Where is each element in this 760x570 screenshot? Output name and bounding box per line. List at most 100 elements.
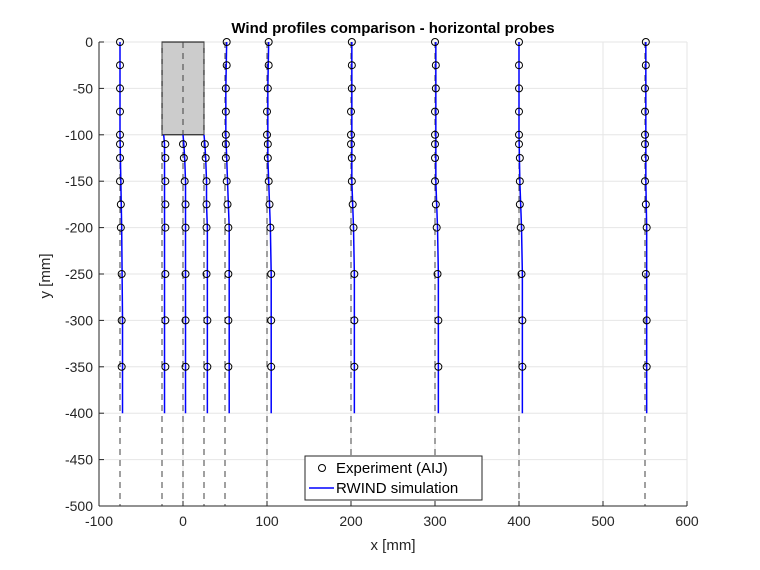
experiment-point xyxy=(431,38,439,46)
experiment-point xyxy=(263,84,272,93)
y-tick-label: -100 xyxy=(65,127,93,143)
y-tick-label: -200 xyxy=(65,220,93,236)
simulation-profile-line xyxy=(225,41,230,414)
experiment-point xyxy=(267,316,276,325)
y-tick-label: -150 xyxy=(65,173,93,189)
experiment-point xyxy=(267,270,276,278)
experiment-point xyxy=(116,107,124,116)
experiment-point xyxy=(161,362,170,371)
experiment-point xyxy=(221,130,230,139)
experiment-point xyxy=(116,140,124,149)
chart-title: Wind profiles comparison - horizontal pr… xyxy=(231,20,554,37)
experiment-point xyxy=(347,107,355,116)
y-tick-label: -250 xyxy=(65,266,93,282)
tick-labels: -100 0 100 200 300 400 500 600 0 -50 -100 -150 -200 -… xyxy=(65,34,699,529)
experiment-point xyxy=(641,154,649,162)
experiment-point xyxy=(641,270,650,278)
x-axis-label: x [mm] xyxy=(371,537,416,554)
experiment-point xyxy=(518,362,527,371)
experiment-point xyxy=(202,223,211,232)
experiment-point xyxy=(161,154,170,162)
experiment-point xyxy=(202,270,211,278)
experiment-point xyxy=(641,140,649,149)
legend-experiment-marker xyxy=(318,464,326,472)
experiment-point xyxy=(347,84,356,93)
experiment-point xyxy=(516,223,525,232)
experiment-point xyxy=(202,200,211,209)
experiment-point xyxy=(349,223,358,232)
legend-box xyxy=(304,455,483,501)
experiment-point xyxy=(431,107,439,116)
y-tick-label: -500 xyxy=(65,498,93,514)
experiment-point xyxy=(161,200,170,209)
y-tick-label: -50 xyxy=(73,80,93,96)
experiment-point xyxy=(161,177,170,186)
y-tick-label: -450 xyxy=(65,452,93,468)
experiment-point xyxy=(161,140,170,149)
experiment-point xyxy=(347,154,356,162)
experiment-point xyxy=(347,130,355,139)
experiment-point xyxy=(515,84,523,93)
x-tick-label: 600 xyxy=(675,513,699,529)
experiment-point xyxy=(642,223,651,232)
y-axis-label: y [mm] xyxy=(37,254,54,299)
experiment-point xyxy=(116,130,124,139)
simulation-profile-line xyxy=(351,42,356,414)
x-tick-label: 0 xyxy=(179,513,187,529)
experiment-point xyxy=(641,38,650,46)
experiment-point xyxy=(224,270,233,278)
experiment-point xyxy=(263,107,271,116)
experiment-point xyxy=(221,154,230,162)
experiment-point xyxy=(221,140,230,149)
experiment-point xyxy=(161,316,170,325)
experiment-point xyxy=(117,362,126,371)
experiment-point xyxy=(117,316,126,325)
experiment-point xyxy=(266,223,275,232)
experiment-point xyxy=(515,61,523,70)
simulation-profile-line xyxy=(267,41,272,414)
simulation-profile-line xyxy=(435,42,440,414)
experiment-point xyxy=(203,316,212,325)
experiment-point xyxy=(515,154,524,162)
experiment-point xyxy=(263,140,272,149)
experiment-point xyxy=(181,270,190,278)
experiment-point xyxy=(347,61,356,70)
x-tick-label: 400 xyxy=(507,513,531,529)
experiment-point xyxy=(223,200,232,209)
simulation-profile-line xyxy=(645,42,648,414)
experiment-point xyxy=(181,200,190,209)
experiment-point xyxy=(222,38,231,46)
experiment-point xyxy=(641,84,649,93)
experiment-point xyxy=(161,270,170,278)
experiment-point xyxy=(265,200,274,209)
experiment-point xyxy=(222,177,231,186)
experiment-point xyxy=(116,223,125,232)
experiment-point xyxy=(116,177,124,186)
y-tick-label: 0 xyxy=(85,34,93,50)
experiment-point xyxy=(116,154,124,162)
experiment-point xyxy=(515,177,524,186)
simulation-series xyxy=(119,41,648,414)
experiment-point xyxy=(432,223,441,232)
experiment-point xyxy=(515,38,523,46)
experiment-point xyxy=(267,362,276,371)
x-tick-label: 200 xyxy=(339,513,363,529)
experiment-point xyxy=(642,362,651,371)
experiment-point xyxy=(347,177,356,186)
simulation-profile-line xyxy=(162,134,166,414)
experiment-point xyxy=(222,61,231,70)
experiment-point xyxy=(433,270,442,278)
experiment-point xyxy=(517,270,526,278)
experiment-point xyxy=(515,140,523,149)
axes xyxy=(98,41,688,507)
x-tick-label: -100 xyxy=(85,513,113,529)
x-tick-label: 300 xyxy=(423,513,447,529)
experiment-point xyxy=(203,362,212,371)
experiment-point xyxy=(224,316,233,325)
experiment-point xyxy=(264,177,273,186)
experiment-point xyxy=(431,61,440,70)
experiment-point xyxy=(431,140,439,149)
experiment-point xyxy=(434,362,443,371)
simulation-profile-line xyxy=(119,42,124,414)
experiment-point xyxy=(350,362,359,371)
